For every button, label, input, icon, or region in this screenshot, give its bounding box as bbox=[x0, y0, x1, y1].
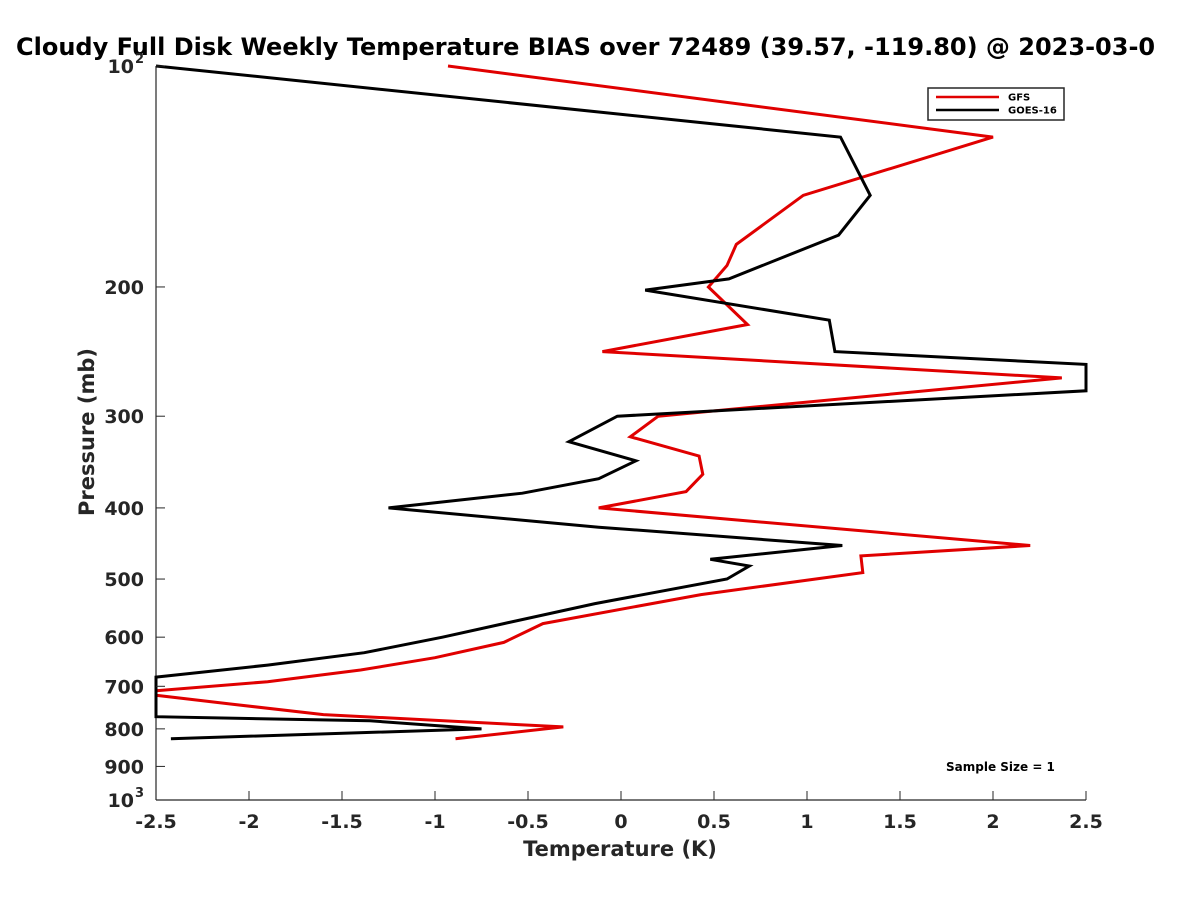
chart-title: Cloudy Full Disk Weekly Temperature BIAS… bbox=[16, 33, 1155, 61]
legend-box bbox=[927, 87, 1065, 121]
x-tick-label: 2 bbox=[986, 811, 999, 833]
x-tick-label: 1 bbox=[800, 811, 813, 833]
legend-label: GFS bbox=[1008, 93, 1030, 104]
x-tick-label: -1.5 bbox=[321, 811, 363, 833]
y-tick-label: 600 bbox=[104, 627, 144, 649]
y-tick-label: 700 bbox=[104, 676, 144, 698]
series-layer bbox=[154, 64, 1088, 741]
sample-size-note: Sample Size = 1 bbox=[946, 760, 1055, 774]
x-tick-label: -2.5 bbox=[135, 811, 177, 833]
series-line-goes-16 bbox=[154, 64, 1088, 741]
x-tick-label: 0 bbox=[614, 811, 627, 833]
series-line-gfs bbox=[154, 64, 1062, 741]
y-tick-label: 400 bbox=[104, 498, 144, 520]
y-tick-label: 800 bbox=[104, 719, 144, 741]
x-tick-label: -1 bbox=[424, 811, 445, 833]
y-tick-label: 900 bbox=[104, 756, 144, 778]
x-tick-label: 0.5 bbox=[697, 811, 731, 833]
ticks-layer: -2.5 -2 -1.5 -1 -0.5 0 0.5 1 1.5 2 2.510 2200300400… bbox=[104, 52, 1103, 833]
x-tick-label: 1.5 bbox=[883, 811, 917, 833]
x-axis-label: Temperature (K) bbox=[523, 837, 717, 861]
y-tick-exponent: 3 bbox=[135, 786, 144, 801]
y-tick-label: 10 bbox=[108, 790, 134, 812]
x-tick-label: -0.5 bbox=[507, 811, 549, 833]
legend-label: GOES-16 bbox=[1008, 106, 1057, 117]
y-tick-label: 500 bbox=[104, 569, 144, 591]
axes bbox=[155, 66, 1086, 801]
y-tick-exponent: 2 bbox=[135, 52, 144, 67]
y-tick-label: 300 bbox=[104, 406, 144, 428]
y-axis-label: Pressure (mb) bbox=[75, 348, 99, 516]
y-tick-label: 200 bbox=[104, 277, 144, 299]
legend: GFS GOES-16 bbox=[927, 87, 1065, 121]
x-tick-label: -2 bbox=[238, 811, 259, 833]
x-tick-label: 2.5 bbox=[1069, 811, 1103, 833]
y-tick-label: 10 bbox=[108, 56, 134, 78]
